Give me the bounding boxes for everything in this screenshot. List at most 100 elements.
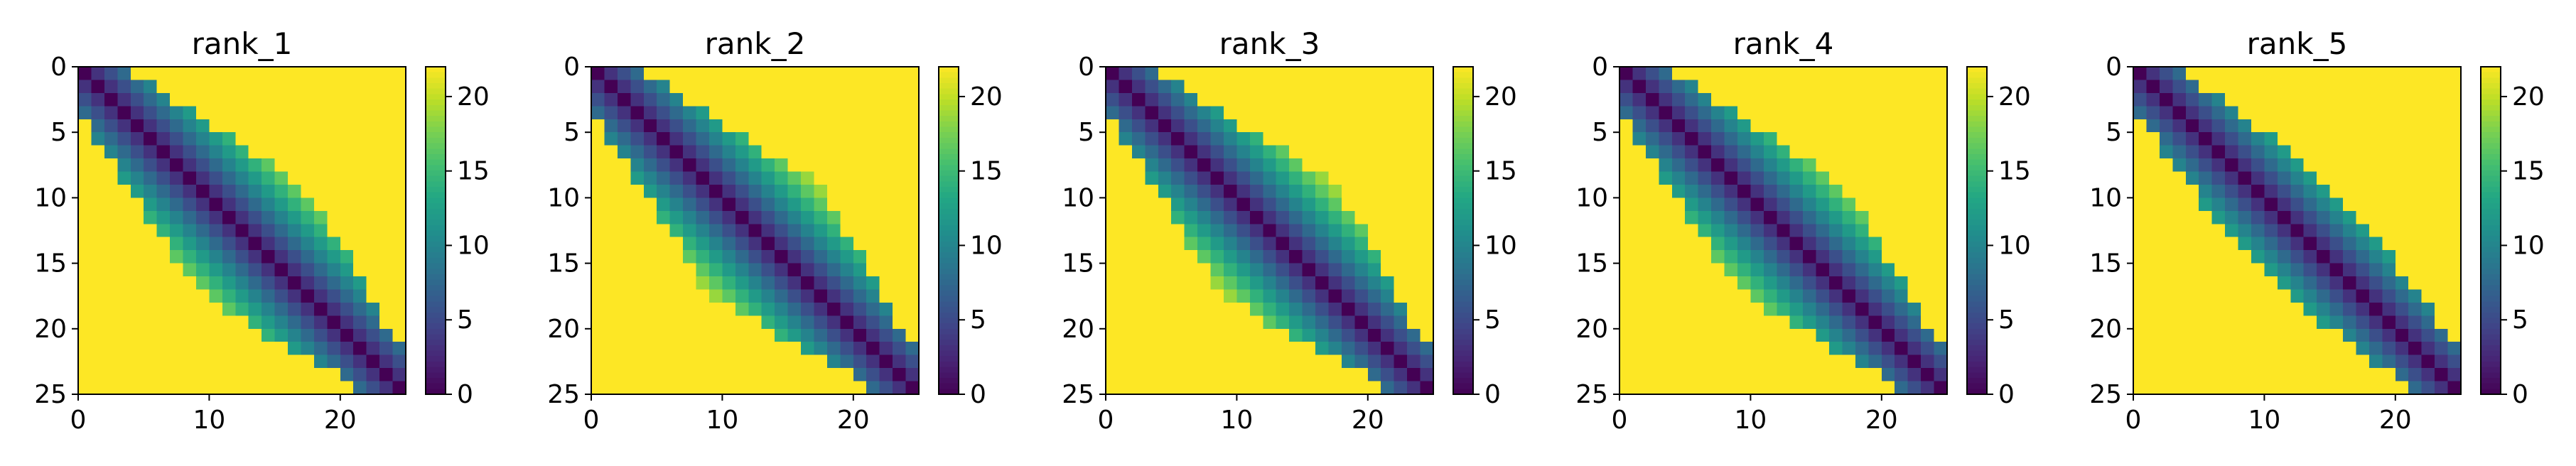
- heatmap-cell: [1789, 315, 1804, 330]
- heatmap-cell: [2199, 302, 2213, 316]
- heatmap-cell: [2395, 132, 2409, 146]
- heatmap-cell: [1407, 289, 1421, 303]
- heatmap-cell: [1895, 289, 1909, 303]
- heatmap-cell: [2368, 237, 2383, 251]
- heatmap-cell: [669, 354, 684, 369]
- heatmap-cell: [1881, 92, 1895, 107]
- heatmap-cell: [1315, 92, 1329, 107]
- heatmap-cell: [1895, 145, 1909, 159]
- heatmap-cell: [1763, 302, 1777, 316]
- heatmap-cell: [1263, 224, 1277, 238]
- heatmap-cell: [1184, 354, 1198, 369]
- heatmap-cell: [1659, 237, 1673, 251]
- heatmap-cell: [1724, 354, 1738, 369]
- heatmap-cell: [2368, 119, 2383, 133]
- heatmap-cell: [1659, 328, 1673, 342]
- heatmap-cell: [853, 263, 867, 277]
- heatmap-cell: [2421, 67, 2435, 80]
- heatmap-cell: [1119, 276, 1133, 290]
- heatmap-cell: [853, 250, 867, 264]
- heatmap-cell: [696, 119, 710, 133]
- heatmap-cell: [1119, 67, 1133, 80]
- heatmap-cell: [2435, 106, 2449, 120]
- heatmap-cell: [1737, 368, 1751, 382]
- heatmap-cell: [853, 302, 867, 316]
- heatmap-cell: [905, 250, 920, 264]
- heatmap-cell: [2303, 381, 2317, 395]
- heatmap-cell: [1171, 381, 1185, 395]
- heatmap-cell: [1158, 145, 1172, 159]
- colorbar-segment: [1967, 236, 1987, 242]
- colorbar-segment: [1967, 246, 1987, 253]
- heatmap-cell: [274, 342, 289, 356]
- heatmap-cell: [1407, 354, 1421, 369]
- heatmap-cell: [1420, 106, 1434, 120]
- x-tick-label: 20: [324, 406, 357, 435]
- heatmap-cell: [288, 342, 301, 356]
- heatmap-cell: [248, 92, 262, 107]
- heatmap-cell: [1131, 184, 1146, 198]
- heatmap-cell: [657, 119, 671, 133]
- heatmap-cell: [2447, 80, 2462, 94]
- heatmap-cell: [104, 92, 118, 107]
- heatmap-cell: [604, 250, 618, 264]
- heatmap-cell: [130, 354, 144, 369]
- heatmap-cell: [2382, 263, 2396, 277]
- heatmap-cell: [1210, 381, 1224, 395]
- heatmap-cell: [1698, 237, 1712, 251]
- heatmap-cell: [1789, 368, 1804, 382]
- heatmap-cell: [775, 145, 789, 159]
- heatmap-cell: [2395, 106, 2409, 120]
- heatmap-cell: [1881, 250, 1895, 264]
- heatmap-cell: [669, 315, 684, 330]
- colorbar-segment: [1453, 203, 1473, 210]
- heatmap-cell: [761, 145, 775, 159]
- heatmap-cell: [1855, 145, 1869, 159]
- heatmap-cell: [1737, 158, 1751, 173]
- heatmap-cell: [814, 67, 828, 80]
- heatmap-cell: [2421, 328, 2435, 342]
- heatmap-cell: [117, 276, 131, 290]
- heatmap-cell: [248, 132, 262, 146]
- heatmap-cell: [2356, 197, 2370, 212]
- heatmap-cell: [1763, 289, 1777, 303]
- colorbar-segment: [939, 208, 959, 215]
- heatmap-cell: [379, 263, 394, 277]
- heatmap-cell: [2199, 315, 2213, 330]
- heatmap-cell: [104, 276, 118, 290]
- heatmap-cell: [1921, 158, 1935, 173]
- heatmap-cell: [2435, 263, 2449, 277]
- heatmap-cell: [1934, 263, 1948, 277]
- colorbar-segment: [426, 236, 446, 242]
- heatmap-cell: [2211, 119, 2226, 133]
- heatmap-cell: [1420, 354, 1434, 369]
- colorbar-segment: [1453, 340, 1473, 346]
- heatmap-cell: [1315, 80, 1329, 94]
- heatmap-cell: [392, 184, 406, 198]
- colorbar-tick-label: 0: [970, 380, 986, 409]
- heatmap-cell: [1197, 119, 1212, 133]
- heatmap-cell: [1671, 224, 1686, 238]
- heatmap-cell: [866, 302, 880, 316]
- heatmap-cell: [1907, 171, 1922, 185]
- colorbar-segment: [426, 307, 446, 313]
- heatmap-cell: [91, 132, 105, 146]
- heatmap-cell: [91, 119, 105, 133]
- heatmap-cell: [288, 197, 301, 212]
- colorbar-segment: [426, 291, 446, 297]
- heatmap-cell: [130, 210, 144, 224]
- heatmap-cell: [183, 342, 197, 356]
- heatmap-cell: [2290, 342, 2305, 356]
- heatmap-cell: [2395, 328, 2409, 342]
- heatmap-cell: [392, 368, 406, 382]
- heatmap-cell: [657, 106, 671, 120]
- heatmap-cell: [379, 80, 394, 94]
- heatmap-cell: [2264, 210, 2278, 224]
- heatmap-cell: [2211, 145, 2226, 159]
- heatmap-cell: [2277, 145, 2291, 159]
- heatmap-cell: [1907, 315, 1922, 330]
- heatmap-cell: [288, 289, 301, 303]
- heatmap-cell: [1711, 289, 1725, 303]
- heatmap-cell: [879, 197, 893, 212]
- heatmap-cell: [353, 224, 367, 238]
